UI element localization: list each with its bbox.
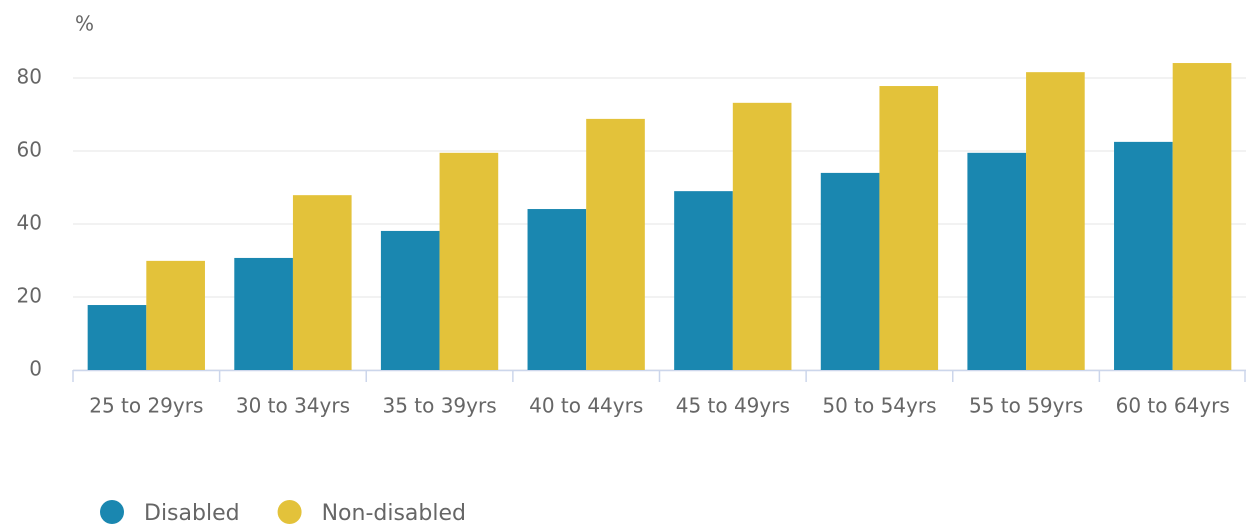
y-tick-label: 80 <box>17 65 42 89</box>
x-tick-label: 60 to 64yrs <box>1116 394 1230 418</box>
y-axis-label: % <box>75 12 94 36</box>
bar <box>1114 141 1173 370</box>
bar <box>527 209 587 370</box>
bar <box>439 152 499 370</box>
x-tick-label: 55 to 59yrs <box>969 394 1083 418</box>
y-tick-label: 20 <box>17 284 42 308</box>
bar <box>380 230 440 370</box>
legend-marker <box>100 500 124 524</box>
y-tick-label: 60 <box>17 138 42 162</box>
bar <box>732 102 792 370</box>
x-tick-label: 25 to 29yrs <box>89 394 203 418</box>
x-tick-label: 40 to 44yrs <box>529 394 643 418</box>
bar <box>1172 63 1232 370</box>
bar <box>146 260 205 370</box>
y-tick-label: 40 <box>17 211 42 235</box>
x-tick-label: 45 to 49yrs <box>676 394 790 418</box>
bar <box>586 118 645 370</box>
bar <box>87 305 147 370</box>
x-tick-label: 50 to 54yrs <box>822 394 936 418</box>
bar <box>879 86 939 370</box>
bar <box>1026 72 1085 370</box>
bar <box>674 191 733 370</box>
legend-label: Non-disabled <box>322 501 466 524</box>
legend-marker <box>277 500 302 524</box>
bar <box>967 152 1027 370</box>
legend-label: Disabled <box>144 501 240 524</box>
x-tick-label: 30 to 34yrs <box>236 394 350 418</box>
bar <box>234 257 293 370</box>
x-tick-label: 35 to 39yrs <box>382 394 496 418</box>
y-tick-label: 0 <box>29 357 42 381</box>
bar <box>820 172 880 370</box>
bar <box>292 195 352 370</box>
